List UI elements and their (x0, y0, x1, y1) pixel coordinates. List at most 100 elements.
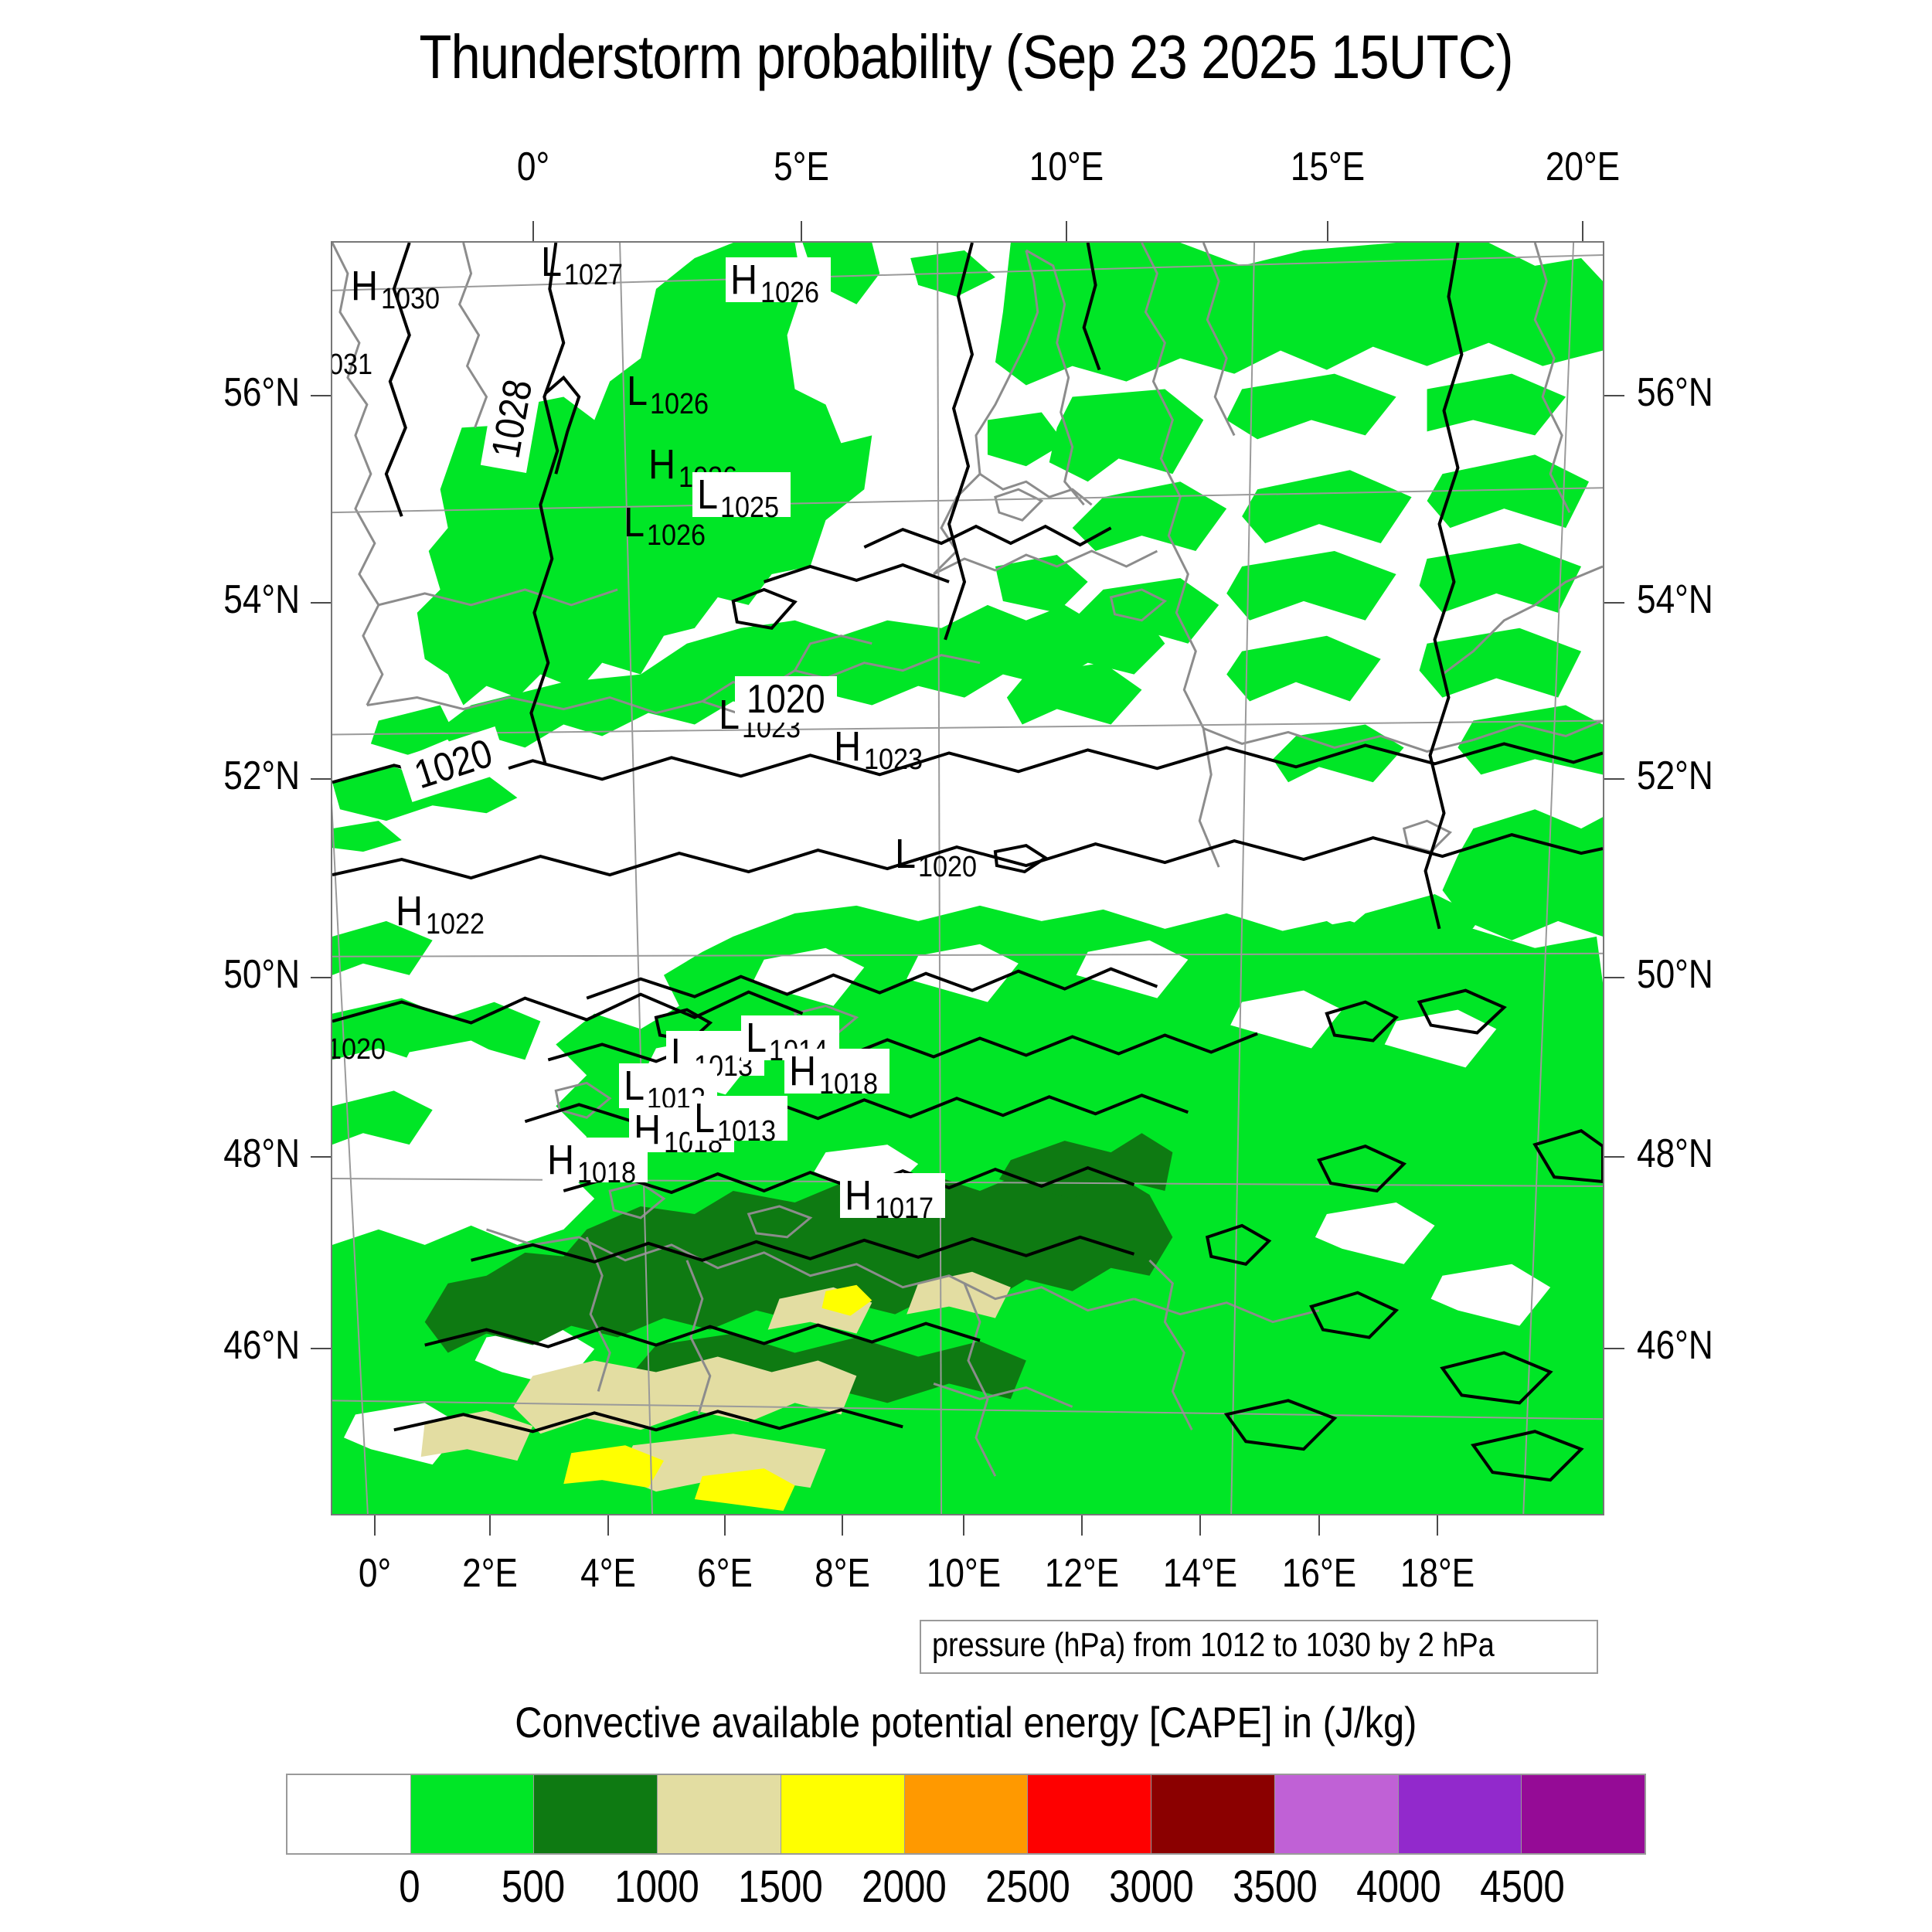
left-lat-tick-4: 48°N (223, 1131, 300, 1176)
pressure-center-symbol: H (547, 1137, 575, 1183)
colorbar-swatch-0 (287, 1775, 410, 1853)
top-lon-tick-0: 0° (516, 145, 550, 189)
axis-tickmark (1604, 395, 1624, 396)
top-lon-tick-2: 10°E (1029, 145, 1104, 189)
axis-tickmark (1437, 1515, 1438, 1536)
colorbar-caption: Convective available potential energy [C… (515, 1698, 1417, 1747)
axis-tickmark (724, 1515, 726, 1536)
right-lat-tick-0: 56°N (1637, 370, 1713, 415)
axis-tickmark (1604, 1156, 1624, 1158)
pressure-center-symbol: L (624, 1063, 645, 1109)
bottom-lon-tick-7: 14°E (1162, 1551, 1238, 1596)
bottom-lon-tick-8: 16°E (1281, 1551, 1357, 1596)
pressure-center-value: 1018 (577, 1157, 637, 1189)
axis-tickmark (311, 395, 331, 396)
pressure-center-symbol: H (396, 888, 423, 934)
colorbar-tick-0: 0 (399, 1862, 420, 1912)
pressure-center-symbol: L (746, 1015, 767, 1061)
pressure-center-symbol: L (541, 241, 563, 285)
axis-tickmark (607, 1515, 609, 1536)
bottom-lon-tick-4: 8°E (815, 1551, 870, 1596)
axis-tickmark (801, 221, 802, 241)
bottom-lon-tick-0: 0° (358, 1551, 392, 1596)
pressure-center-low-16: L1013 (619, 1063, 717, 1114)
colorbar-tick-1500: 1500 (738, 1862, 823, 1912)
isobar-label-1020-2: 1020 (397, 726, 509, 802)
pressure-center-symbol: L (697, 471, 719, 518)
axis-tickmark (1604, 977, 1624, 978)
isobar-label-text: 1028 (483, 376, 542, 462)
top-lon-tick-4: 20°E (1545, 145, 1621, 189)
bottom-lon-tick-2: 4°E (580, 1551, 636, 1596)
pressure-center-high-10: H 1023 (834, 726, 930, 774)
pressure-legend-box: pressure (hPa) from 1012 to 1030 by 2 hP… (920, 1620, 1599, 1674)
right-lat-tick-2: 52°N (1637, 753, 1713, 798)
colorbar-swatch-3 (657, 1775, 781, 1853)
pressure-center-low-6: L1025 (692, 471, 791, 522)
top-lon-tick-1: 5°E (774, 145, 829, 189)
bottom-lon-tick-3: 6°E (697, 1551, 753, 1596)
pressure-center-high-12: H 1022 (396, 888, 492, 939)
colorbar-swatch-8 (1274, 1775, 1398, 1853)
axis-tickmark (311, 977, 331, 978)
right-lat-tick-5: 46°N (1637, 1323, 1713, 1368)
left-lat-tick-1: 54°N (223, 577, 300, 622)
colorbar-swatch-4 (780, 1775, 904, 1853)
left-lat-tick-0: 56°N (223, 370, 300, 415)
pressure-center-symbol: L (627, 368, 648, 414)
colorbar-tick-2000: 2000 (862, 1862, 947, 1912)
pressure-center-value: 1026 (760, 277, 820, 309)
axis-tickmark (1199, 1515, 1201, 1536)
pressure-center-value: 1027 (564, 259, 624, 291)
axis-tickmark (532, 221, 534, 241)
colorbar-tick-2500: 2500 (985, 1862, 1070, 1912)
pressure-center-symbol: H (789, 1048, 817, 1094)
axis-tickmark (311, 1156, 331, 1158)
top-lon-tick-3: 15°E (1290, 145, 1366, 189)
pressure-center-value: 1020 (918, 851, 978, 883)
right-lat-tick-4: 48°N (1637, 1131, 1713, 1176)
axis-tickmark (374, 1515, 376, 1536)
map-canvas (332, 243, 1603, 1514)
pressure-center-high-21: H 1017 (840, 1173, 945, 1223)
pressure-center-value: 1031 (332, 349, 373, 381)
cape-shading-yellow (563, 1284, 872, 1512)
pressure-center-value: 1026 (650, 388, 709, 420)
pressure-center-symbol: H (648, 441, 676, 488)
pressure-center-value: 1022 (426, 908, 485, 940)
pressure-center-value: 1020 (331, 1033, 386, 1066)
pressure-center-value: 1017 (875, 1192, 934, 1225)
colorbar-swatch-10 (1521, 1775, 1645, 1853)
graticule (332, 243, 1603, 1514)
right-lat-tick-1: 54°N (1637, 577, 1713, 622)
axis-tickmark (311, 778, 331, 780)
isobar-label-1020-1: 1020 (735, 676, 837, 723)
weather-map: H1030H1031L1027H1026L1026H1026L1025L1026… (331, 241, 1604, 1515)
pressure-center-value: 1026 (647, 519, 706, 552)
left-lat-tick-5: 46°N (223, 1323, 300, 1368)
colorbar-swatch-2 (533, 1775, 658, 1853)
axis-tickmark (963, 1515, 964, 1536)
colorbar-tick-1000: 1000 (614, 1862, 699, 1912)
bottom-lon-tick-5: 10°E (926, 1551, 1002, 1596)
colorbar-tick-labels: 0 500 1000 1500 2000 2500 3000 3500 4000 4500 (286, 1861, 1646, 1915)
pressure-center-value: 1025 (720, 492, 780, 524)
pressure-center-symbol: L (624, 499, 645, 546)
bottom-lon-tick-1: 2°E (462, 1551, 518, 1596)
isobar-label-text: 1020 (409, 730, 498, 798)
bottom-lon-tick-9: 18°E (1400, 1551, 1475, 1596)
pressure-center-high-20: H 1018 (543, 1137, 648, 1188)
colorbar-tick-4000: 4000 (1356, 1862, 1441, 1912)
pressure-center-low-13: L1020 (332, 1015, 393, 1064)
pressure-center-symbol: L (694, 1095, 716, 1141)
pressure-center-symbol: L (895, 831, 917, 877)
colorbar-swatch-1 (410, 1775, 534, 1853)
axis-tickmark (1604, 778, 1624, 780)
map-annotation-layer: H1030H1031L1027H1026L1026H1026L1025L1026… (332, 243, 1603, 1514)
pressure-center-low-8: L (1602, 453, 1603, 495)
right-lat-tick-3: 50°N (1637, 952, 1713, 997)
pressure-center-value: 1030 (381, 283, 440, 315)
left-lat-tick-3: 50°N (223, 952, 300, 997)
cape-shading-white-holes (343, 940, 1551, 1465)
cape-colorbar (286, 1774, 1646, 1855)
